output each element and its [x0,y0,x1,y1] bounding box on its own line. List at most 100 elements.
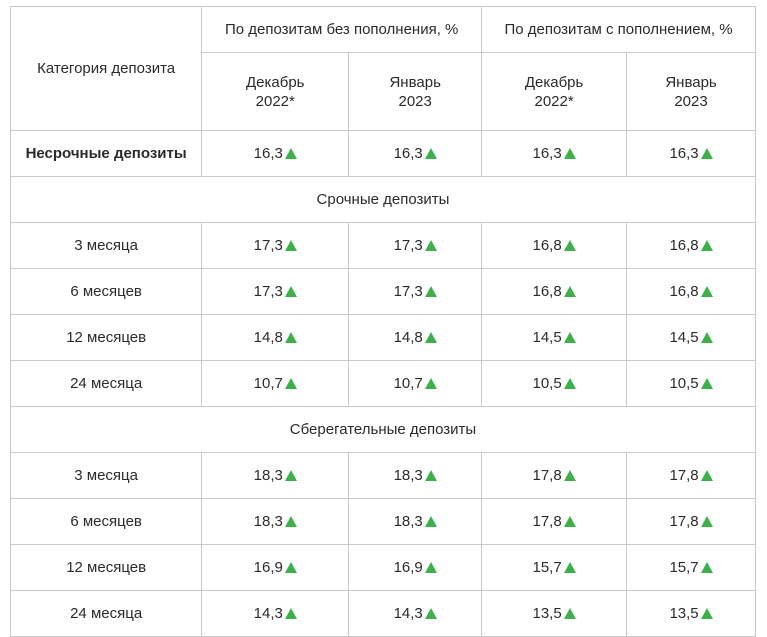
rate-cell: 16,9 [201,544,350,591]
up-arrow-icon [563,286,576,297]
rate-value: 18,3 [253,467,283,484]
rate-value: 17,3 [393,237,423,254]
category-header: Категория депозита [9,6,203,131]
rate-value: 17,3 [393,283,423,300]
period-year: 2023 [674,92,708,110]
rate-cell: 14,3 [348,590,483,637]
rate-value: 17,8 [532,513,562,530]
rate-value: 18,3 [253,513,283,530]
group-header-no-topup: По депозитам без пополнения, % [201,6,483,53]
table-row: Несрочные депозиты 16,3 16,3 16,3 16,3 [9,130,756,177]
up-arrow-icon [563,240,576,251]
period-month: Январь [665,73,717,91]
table-row: 3 месяца 18,3 18,3 17,8 17,8 [9,452,756,499]
rate-cell: 16,9 [348,544,483,591]
up-arrow-icon [700,286,713,297]
rate-cell: 16,3 [348,130,483,177]
rate-value: 14,3 [253,605,283,622]
rate-cell: 10,5 [626,360,756,407]
table-row: 12 месяцев 16,9 16,9 15,7 15,7 [9,544,756,591]
rate-cell: 14,5 [626,314,756,361]
table-row: 3 месяца 17,3 17,3 16,8 16,8 [9,222,756,269]
rate-cell: 10,7 [201,360,350,407]
rate-cell: 18,3 [348,498,483,545]
period-year: 2022* [534,92,574,110]
table-row: 24 месяца 10,7 10,7 10,5 10,5 [9,360,756,407]
up-arrow-icon [284,148,297,159]
rate-cell: 16,8 [481,268,628,315]
rate-value: 10,5 [532,375,562,392]
section-row: Сберегательные депозиты [10,406,756,453]
rate-cell: 15,7 [481,544,628,591]
rate-cell: 18,3 [201,452,350,499]
rate-cell: 17,8 [626,498,756,545]
rate-value: 14,8 [253,329,283,346]
rate-value: 18,3 [393,513,423,530]
up-arrow-icon [424,286,437,297]
rate-value: 16,8 [532,237,562,254]
up-arrow-icon [284,332,297,343]
rate-value: 14,5 [669,329,699,346]
up-arrow-icon [424,332,437,343]
up-arrow-icon [700,148,713,159]
up-arrow-icon [563,470,576,481]
row-category-label: 24 месяца [9,360,203,407]
rate-value: 14,8 [393,329,423,346]
rate-value: 16,8 [669,283,699,300]
up-arrow-icon [424,608,437,619]
up-arrow-icon [563,378,576,389]
rate-value: 17,8 [532,467,562,484]
period-year: 2023 [398,92,432,110]
rate-cell: 17,3 [348,268,483,315]
up-arrow-icon [700,378,713,389]
up-arrow-icon [700,240,713,251]
period-month: Декабрь [524,73,584,91]
period-month: Январь [389,73,441,91]
rate-cell: 17,3 [201,222,350,269]
rate-cell: 17,3 [348,222,483,269]
up-arrow-icon [424,562,437,573]
row-category-label: 6 месяцев [9,498,203,545]
period-header: Январь 2023 [626,52,756,131]
rate-value: 10,7 [393,375,423,392]
up-arrow-icon [284,470,297,481]
rate-cell: 14,3 [201,590,350,637]
up-arrow-icon [700,516,713,527]
up-arrow-icon [424,240,437,251]
up-arrow-icon [424,470,437,481]
rate-value: 16,3 [393,145,423,162]
up-arrow-icon [284,378,297,389]
up-arrow-icon [284,286,297,297]
period-header: Январь 2023 [348,52,483,131]
up-arrow-icon [284,608,297,619]
rate-cell: 16,8 [626,222,756,269]
rate-value: 10,5 [669,375,699,392]
rate-value: 14,5 [532,329,562,346]
rate-value: 15,7 [532,559,562,576]
rate-cell: 16,3 [201,130,350,177]
up-arrow-icon [284,562,297,573]
rate-cell: 13,5 [626,590,756,637]
deposit-rates-table: Категория депозита По депозитам без попо… [9,6,756,637]
up-arrow-icon [700,470,713,481]
rate-value: 14,3 [393,605,423,622]
rate-cell: 17,8 [626,452,756,499]
rate-cell: 10,5 [481,360,628,407]
table-row: 12 месяцев 14,8 14,8 14,5 14,5 [9,314,756,361]
rate-cell: 16,8 [481,222,628,269]
rate-value: 13,5 [532,605,562,622]
rate-value: 17,8 [669,467,699,484]
rate-cell: 16,8 [626,268,756,315]
rate-value: 16,9 [393,559,423,576]
up-arrow-icon [563,148,576,159]
header-row-periods: Декабрь 2022* Январь 2023 Декабрь 2022* … [11,52,756,131]
rate-cell: 18,3 [201,498,350,545]
table-row: 6 месяцев 17,3 17,3 16,8 16,8 [9,268,756,315]
row-category-label: 3 месяца [9,452,203,499]
period-month: Декабрь [246,73,305,91]
rate-cell: 14,5 [481,314,628,361]
rate-cell: 14,8 [201,314,350,361]
table-row: 6 месяцев 18,3 18,3 17,8 17,8 [9,498,756,545]
rate-value: 17,8 [669,513,699,530]
rate-value: 16,3 [253,145,283,162]
